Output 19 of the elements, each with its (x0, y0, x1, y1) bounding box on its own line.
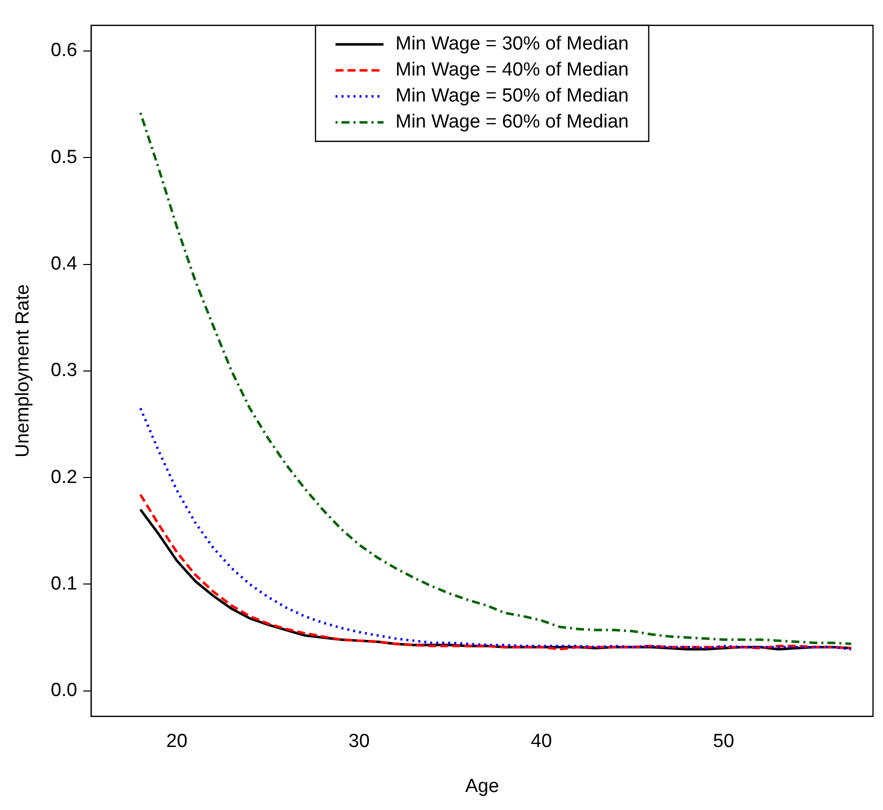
legend-label: Min Wage = 40% of Median (395, 60, 629, 81)
y-tick-label: 0.3 (50, 360, 78, 382)
y-tick-label: 0.6 (50, 40, 78, 62)
y-axis-title: Unemployment Rate (12, 284, 34, 458)
line-series (139, 406, 852, 650)
x-tick-label: 40 (530, 731, 552, 752)
y-tick-label: 0.5 (50, 146, 78, 168)
y-tick-label: 0.1 (50, 573, 78, 594)
y-tick-label: 0.2 (50, 466, 78, 488)
legend-label: Min Wage = 60% of Median (395, 112, 629, 133)
legend-label: Min Wage = 50% of Median (395, 86, 629, 107)
line-series (139, 112, 852, 646)
y-tick-label: 0.0 (50, 680, 78, 702)
x-tick-label: 50 (712, 731, 734, 752)
legend-label: Min Wage = 30% of Median (395, 34, 629, 55)
x-tick-label: 30 (348, 731, 370, 752)
x-tick-label: 20 (166, 731, 188, 752)
y-tick-label: 0.4 (50, 254, 78, 274)
x-axis-title: Age (465, 776, 500, 797)
